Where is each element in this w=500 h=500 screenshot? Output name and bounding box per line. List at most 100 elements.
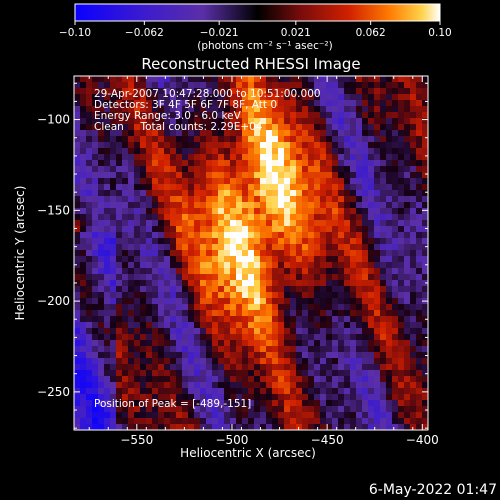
heatmap-cell	[242, 328, 249, 335]
heatmap-cell	[134, 334, 141, 341]
heatmap-cell	[158, 322, 165, 329]
heatmap-cell	[356, 424, 363, 430]
heatmap-cell	[314, 364, 321, 371]
heatmap-cell	[320, 424, 327, 430]
heatmap-cell	[302, 214, 309, 221]
heatmap-cell	[326, 412, 333, 419]
heatmap-cell	[98, 112, 105, 119]
heatmap-cell	[272, 184, 279, 191]
heatmap-cell	[170, 154, 177, 161]
heatmap-cell	[410, 274, 417, 281]
heatmap-cell	[116, 124, 123, 131]
heatmap-cell	[320, 352, 327, 359]
heatmap-cell	[326, 76, 333, 83]
heatmap-cell	[140, 340, 147, 347]
heatmap-cell	[278, 226, 285, 233]
heatmap-cell	[380, 256, 387, 263]
heatmap-cell	[320, 412, 327, 419]
heatmap-cell	[416, 412, 423, 419]
heatmap-cell	[128, 76, 135, 83]
heatmap-cell	[368, 202, 375, 209]
heatmap-cell	[116, 352, 123, 359]
heatmap-cell	[188, 118, 195, 125]
heatmap-cell	[266, 394, 273, 401]
heatmap-cell	[332, 310, 339, 317]
heatmap-cell	[128, 316, 135, 323]
heatmap-cell	[332, 340, 339, 347]
heatmap-cell	[416, 244, 423, 251]
heatmap-cell	[296, 382, 303, 389]
heatmap-cell	[152, 160, 159, 167]
heatmap-cell	[404, 166, 411, 173]
heatmap-cell	[398, 124, 405, 131]
heatmap-cell	[230, 238, 237, 245]
heatmap-cell	[74, 130, 81, 137]
heatmap-cell	[152, 244, 159, 251]
heatmap-cell	[374, 148, 381, 155]
heatmap-cell	[86, 124, 93, 131]
heatmap-cell	[320, 370, 327, 377]
heatmap-cell	[266, 424, 273, 430]
heatmap-cell	[266, 268, 273, 275]
heatmap-cell	[404, 280, 411, 287]
heatmap-cell	[80, 202, 87, 209]
heatmap-cell	[326, 418, 333, 425]
heatmap-cell	[302, 370, 309, 377]
heatmap-cell	[362, 388, 369, 395]
heatmap-cell	[80, 82, 87, 89]
heatmap-cell	[146, 400, 153, 407]
heatmap-cell	[380, 100, 387, 107]
heatmap-cell	[374, 184, 381, 191]
heatmap-cell	[278, 250, 285, 257]
heatmap-cell	[314, 166, 321, 173]
heatmap-cell	[176, 160, 183, 167]
heatmap-cell	[260, 208, 267, 215]
heatmap-cell	[74, 364, 81, 371]
heatmap-cell	[194, 172, 201, 179]
heatmap-cell	[314, 394, 321, 401]
heatmap-cell	[128, 238, 135, 245]
heatmap-cell	[218, 166, 225, 173]
heatmap-cell	[116, 286, 123, 293]
heatmap-cell	[194, 340, 201, 347]
heatmap-cell	[176, 196, 183, 203]
heatmap-cell	[392, 160, 399, 167]
heatmap-cell	[356, 304, 363, 311]
heatmap-cell	[398, 226, 405, 233]
heatmap-cell	[410, 82, 417, 89]
heatmap-cell	[272, 172, 279, 179]
heatmap-cell	[254, 370, 261, 377]
heatmap-cell	[302, 244, 309, 251]
heatmap-cell	[218, 238, 225, 245]
heatmap-cell	[326, 316, 333, 323]
heatmap-cell	[392, 172, 399, 179]
heatmap-cell	[392, 142, 399, 149]
heatmap-cell	[248, 322, 255, 329]
heatmap-cell	[392, 406, 399, 413]
heatmap-cell	[92, 148, 99, 155]
heatmap-cell	[194, 280, 201, 287]
heatmap-cell	[182, 316, 189, 323]
heatmap-cell	[272, 166, 279, 173]
heatmap-cell	[362, 100, 369, 107]
heatmap-cell	[212, 184, 219, 191]
heatmap-cell	[272, 268, 279, 275]
heatmap-cell	[326, 274, 333, 281]
heatmap-cell	[410, 250, 417, 257]
heatmap-cell	[320, 382, 327, 389]
heatmap-cell	[104, 238, 111, 245]
heatmap-cell	[134, 94, 141, 101]
heatmap-cell	[230, 196, 237, 203]
heatmap-cell	[422, 184, 428, 191]
heatmap-cell	[284, 412, 291, 419]
heatmap-cell	[230, 418, 237, 425]
heatmap-cell	[332, 178, 339, 185]
heatmap-cell	[188, 76, 195, 83]
heatmap-cell	[110, 352, 117, 359]
heatmap-cell	[350, 208, 357, 215]
heatmap-cell	[350, 352, 357, 359]
heatmap-cell	[398, 136, 405, 143]
heatmap-cell	[98, 226, 105, 233]
heatmap-cell	[404, 154, 411, 161]
heatmap-cell	[356, 388, 363, 395]
